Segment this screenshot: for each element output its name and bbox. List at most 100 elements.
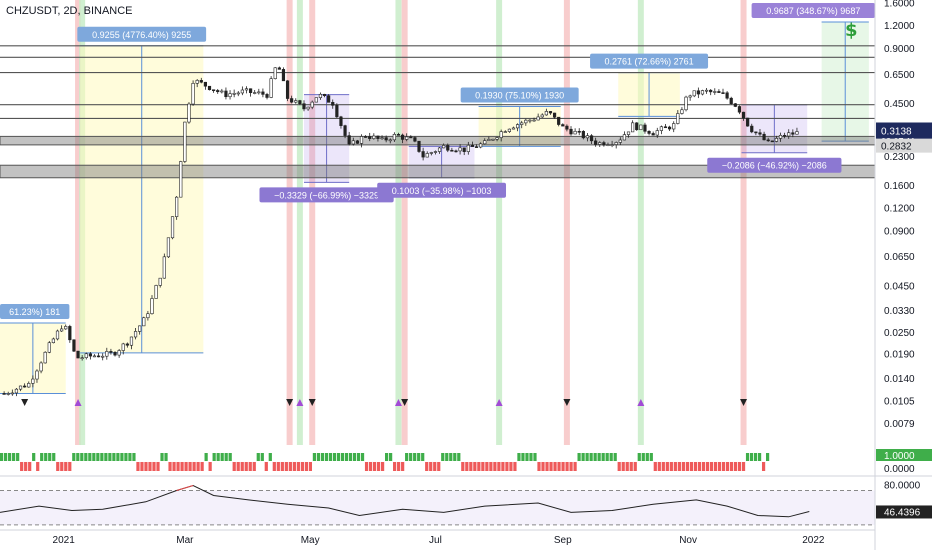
candle-body bbox=[281, 69, 286, 82]
hist-bar bbox=[264, 462, 268, 471]
arrow-markers bbox=[21, 399, 748, 406]
hist-bar bbox=[513, 462, 517, 471]
hist-bar bbox=[473, 462, 477, 471]
candle-body bbox=[709, 89, 713, 93]
hist-bar bbox=[445, 453, 449, 461]
hist-bar bbox=[208, 462, 212, 471]
measure-label-bg bbox=[460, 87, 579, 103]
hist-bar bbox=[537, 462, 541, 471]
hist-bar bbox=[417, 453, 421, 461]
price-axis[interactable]: 1.6000 1.2000 0.9000 0.6500 0.4500 0.2300 0.16… bbox=[874, 0, 932, 550]
candle-body bbox=[795, 131, 799, 135]
candle-body bbox=[663, 126, 668, 129]
hist-bar bbox=[56, 462, 60, 471]
candle-body bbox=[647, 130, 651, 134]
candle-body bbox=[446, 145, 450, 151]
hist-bar bbox=[8, 453, 12, 461]
hist-bar bbox=[36, 462, 40, 471]
measure-label-bg bbox=[77, 26, 207, 42]
candle-body bbox=[746, 117, 750, 127]
candle-body bbox=[458, 147, 462, 152]
price-tick-label: 0.1600 bbox=[884, 181, 915, 192]
hist-bar bbox=[92, 453, 96, 461]
price-tick-label: 1.2000 bbox=[884, 21, 915, 32]
candle-body bbox=[154, 285, 158, 299]
hist-bar bbox=[336, 453, 341, 461]
hist-bar bbox=[80, 453, 84, 461]
rsi-value-label: 46.4396 bbox=[884, 507, 921, 518]
hist-bar bbox=[168, 462, 172, 471]
hist-bar bbox=[677, 462, 681, 471]
candle-body bbox=[557, 116, 561, 125]
hist-bar bbox=[525, 453, 529, 461]
candle-body bbox=[80, 357, 84, 360]
hist-bar bbox=[629, 462, 633, 471]
hist-bar bbox=[48, 453, 52, 461]
candle-body bbox=[224, 90, 228, 98]
hist-bar bbox=[665, 462, 669, 471]
rsi-upper-label: 80.0000 bbox=[884, 481, 921, 492]
histogram-indicator bbox=[0, 453, 932, 477]
candle-body bbox=[635, 122, 639, 131]
price-tick-label: 0.0250 bbox=[884, 328, 915, 339]
hist-bar bbox=[112, 453, 116, 461]
price-tick-label: 0.0105 bbox=[884, 397, 915, 408]
hist-bar bbox=[593, 453, 597, 461]
candle-body bbox=[47, 342, 51, 353]
hist-bar bbox=[413, 453, 417, 461]
candle-body bbox=[170, 216, 175, 239]
hist-bar bbox=[521, 453, 525, 461]
price-tick-label: 0.0650 bbox=[884, 252, 915, 263]
hist-bar bbox=[104, 453, 108, 461]
candle-body bbox=[524, 119, 528, 124]
candle-body bbox=[499, 131, 503, 138]
candle-body bbox=[195, 80, 199, 84]
hist-bar bbox=[741, 462, 746, 471]
price-tick-label: 0.0079 bbox=[884, 419, 915, 430]
hist-bar bbox=[637, 453, 641, 461]
candle-body bbox=[220, 90, 224, 93]
candle-body bbox=[762, 133, 766, 141]
hist-bar bbox=[585, 453, 589, 461]
hist-bar bbox=[457, 453, 461, 461]
candle-body bbox=[565, 125, 569, 130]
candle-body bbox=[298, 100, 302, 104]
hist-bar bbox=[352, 453, 357, 461]
marker-down-icon bbox=[740, 399, 748, 406]
measure-label: −0.3329 (−66.99%) −3329 bbox=[274, 190, 379, 200]
hist-bar bbox=[100, 453, 104, 461]
hist-bar bbox=[108, 453, 112, 461]
price-tick-label: 0.9000 bbox=[884, 44, 915, 55]
time-axis[interactable]: 2021 Mar May Jul Sep Nov 2022 bbox=[0, 529, 875, 546]
hist-bar bbox=[76, 453, 80, 461]
marker-down-icon bbox=[21, 399, 29, 406]
candle-body bbox=[470, 144, 475, 147]
candle-body bbox=[359, 136, 364, 144]
price-tick-label: 0.2300 bbox=[884, 152, 915, 163]
candle-body bbox=[692, 90, 696, 97]
hist-bar bbox=[276, 462, 280, 471]
hist-bar bbox=[465, 462, 469, 471]
hist-bar bbox=[577, 453, 581, 461]
hist-bar bbox=[116, 453, 120, 461]
candle-body bbox=[203, 81, 207, 87]
candle-body bbox=[228, 93, 232, 98]
horizontal-levels bbox=[0, 45, 875, 119]
candle-body bbox=[425, 153, 429, 158]
candle-body bbox=[487, 139, 491, 141]
candle-body bbox=[31, 378, 35, 384]
hist-bar bbox=[240, 462, 244, 471]
candle-body bbox=[14, 388, 19, 394]
signal-band bbox=[75, 0, 82, 445]
hist-bar bbox=[557, 462, 561, 471]
hist-bar bbox=[697, 462, 702, 471]
hist-bar bbox=[389, 453, 393, 461]
price-tick-label: 0.0140 bbox=[884, 374, 915, 385]
candle-body bbox=[138, 325, 142, 332]
candle-body bbox=[511, 127, 516, 130]
hist-bar bbox=[40, 453, 44, 461]
time-tick-label: Sep bbox=[554, 535, 572, 546]
measure-label-bg bbox=[751, 2, 875, 18]
hist-bar bbox=[517, 453, 521, 461]
